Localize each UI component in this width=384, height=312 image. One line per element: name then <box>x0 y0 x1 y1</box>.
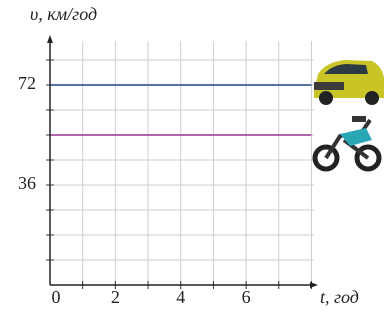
x-axis-label: t, год <box>320 287 359 307</box>
y-tick-label: 36 <box>18 173 36 193</box>
x-axis-arrow <box>310 282 318 288</box>
chart: υ, км/год t, год 36 72 0 2 4 6 <box>0 0 384 312</box>
x-tick-label: 0 <box>52 287 61 307</box>
x-tick-label: 4 <box>176 287 185 307</box>
y-axis-label: υ, км/год <box>30 4 97 24</box>
y-axis-arrow <box>47 35 53 43</box>
x-tick-label: 2 <box>111 287 120 307</box>
x-tick-label: 6 <box>242 287 251 307</box>
motorcycle-icon <box>315 116 379 169</box>
car-icon <box>314 60 384 105</box>
y-tick-label: 72 <box>18 73 36 93</box>
grid <box>46 41 314 289</box>
